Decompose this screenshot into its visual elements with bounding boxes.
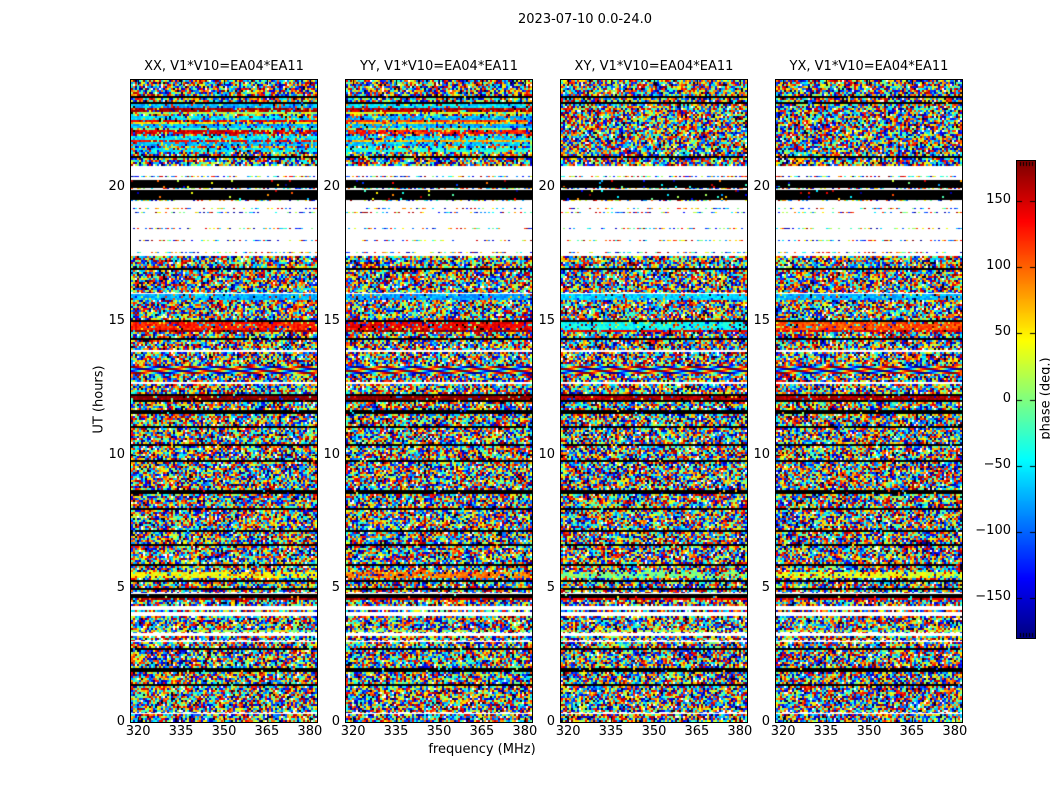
panel-title-xx: XX, V1*V10=EA04*EA11	[144, 59, 304, 74]
x-tick-label: 320	[770, 724, 796, 739]
y-tick-label: 20	[323, 179, 340, 194]
x-tick-label: 380	[297, 724, 323, 739]
colorbar-gradient	[1017, 161, 1035, 638]
spectrogram-canvas-yx	[776, 80, 962, 722]
x-tick-label: 335	[813, 724, 839, 739]
y-tick-label: 0	[546, 714, 555, 729]
colorbar	[1016, 160, 1036, 639]
x-tick-label: 380	[727, 724, 753, 739]
x-tick-label: 365	[899, 724, 925, 739]
spectrogram-canvas-xy	[561, 80, 747, 722]
colorbar-tick-label: −150	[975, 589, 1011, 605]
colorbar-tick-label: 150	[986, 191, 1011, 207]
y-tick-label: 15	[108, 312, 125, 328]
x-tick-label: 350	[211, 724, 237, 739]
y-tick-label: 10	[108, 446, 125, 462]
panel-xy	[560, 79, 748, 723]
x-tick-label: 350	[426, 724, 452, 739]
y-tick-label: 0	[116, 714, 125, 729]
panel-title-yx: YX, V1*V10=EA04*EA11	[789, 59, 949, 74]
panel-yy	[345, 79, 533, 723]
colorbar-tick-label: 0	[1002, 390, 1011, 406]
x-tick-label: 320	[555, 724, 581, 739]
y-tick-label: 10	[538, 446, 555, 462]
x-tick-label: 380	[942, 724, 968, 739]
y-tick-label: 10	[323, 446, 340, 462]
x-tick-label: 350	[856, 724, 882, 739]
x-tick-label: 350	[641, 724, 667, 739]
x-tick-label: 365	[254, 724, 280, 739]
y-tick-label: 5	[331, 580, 340, 596]
y-tick-label: 0	[331, 714, 340, 729]
x-tick-label: 320	[125, 724, 151, 739]
y-tick-label: 0	[761, 714, 770, 729]
colorbar-label: phase (deg.)	[1038, 357, 1050, 440]
y-tick-label: 5	[116, 580, 125, 596]
spectrogram-canvas-xx	[131, 80, 317, 722]
x-tick-label: 365	[684, 724, 710, 739]
y-tick-label: 15	[323, 312, 340, 328]
colorbar-tick-label: −50	[983, 456, 1011, 472]
x-tick-label: 365	[469, 724, 495, 739]
x-tick-label: 380	[512, 724, 538, 739]
panel-title-yy: YY, V1*V10=EA04*EA11	[360, 59, 518, 74]
x-tick-label: 320	[340, 724, 366, 739]
colorbar-tick-label: 100	[986, 258, 1011, 273]
panel-xx	[130, 79, 318, 723]
x-tick-label: 335	[383, 724, 409, 739]
y-tick-label: 10	[753, 446, 770, 462]
y-tick-label: 15	[753, 312, 770, 328]
spectrogram-canvas-yy	[346, 80, 532, 722]
colorbar-tick-label: 50	[994, 324, 1011, 340]
x-tick-label: 335	[168, 724, 194, 739]
y-tick-label: 5	[546, 580, 555, 596]
y-tick-label: 20	[108, 179, 125, 194]
x-tick-label: 335	[598, 724, 624, 739]
panel-yx	[775, 79, 963, 723]
figure-title: 2023-07-10 0.0-24.0	[518, 12, 652, 27]
y-tick-label: 20	[538, 179, 555, 194]
panel-title-xy: XY, V1*V10=EA04*EA11	[574, 59, 734, 74]
x-axis-label: frequency (MHz)	[428, 742, 536, 757]
y-tick-label: 20	[753, 179, 770, 194]
y-tick-label: 15	[538, 312, 555, 328]
colorbar-tick-label: −100	[975, 523, 1011, 538]
y-tick-label: 5	[761, 580, 770, 596]
